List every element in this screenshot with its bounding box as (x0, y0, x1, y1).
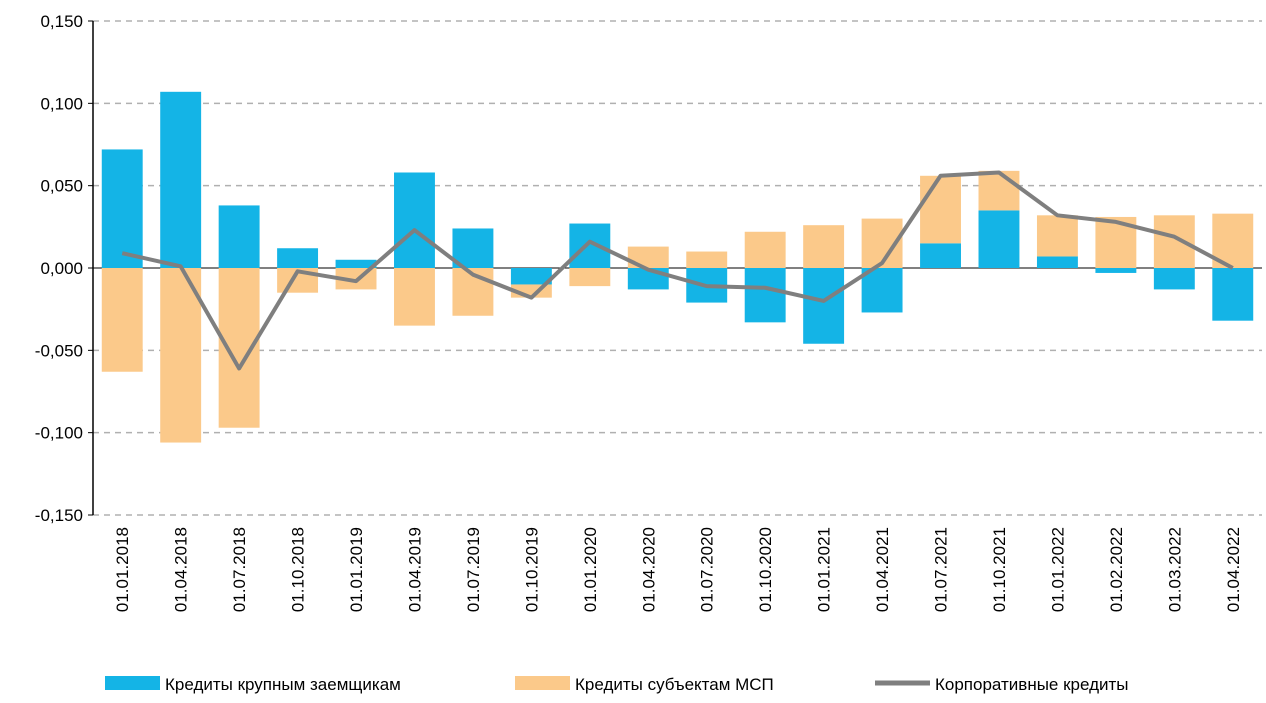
bar (101, 268, 143, 372)
legend-label: Кредиты субъектам МСП (575, 675, 774, 694)
bar (218, 205, 260, 268)
y-tick-label: -0,150 (35, 506, 83, 525)
bar (1036, 215, 1078, 257)
x-tick-label: 01.07.2018 (230, 527, 249, 612)
x-tick-label: 01.01.2020 (581, 527, 600, 612)
y-tick-label: -0,100 (35, 424, 83, 443)
bar (394, 268, 435, 326)
bar (978, 210, 1020, 268)
bar (335, 259, 377, 268)
x-tick-label: 01.04.2018 (172, 527, 191, 612)
bar (686, 251, 728, 268)
x-tick-label: 01.02.2022 (1107, 527, 1126, 612)
y-tick-label: 0,000 (40, 259, 83, 278)
bar (510, 268, 552, 285)
bar (569, 223, 611, 268)
x-tick-label: 01.04.2020 (639, 527, 658, 612)
legend-swatch (105, 676, 160, 690)
x-tick-label: 01.04.2021 (873, 527, 892, 612)
legend-label: Корпоративные кредиты (935, 675, 1129, 694)
bar (101, 149, 143, 268)
y-tick-label: 0,100 (40, 94, 83, 113)
line (121, 170, 1234, 371)
bar (1095, 268, 1137, 273)
y-tick-label: -0,050 (35, 341, 83, 360)
x-tick-label: 01.04.2022 (1224, 527, 1243, 612)
bar (160, 268, 202, 443)
bar (569, 268, 611, 287)
bar (160, 91, 202, 268)
x-tick-label: 01.07.2021 (932, 527, 951, 612)
bar (277, 248, 319, 268)
x-tick-label: 01.10.2021 (990, 527, 1009, 612)
x-tick-label: 01.10.2020 (756, 527, 775, 612)
x-tick-label: 01.01.2018 (113, 527, 132, 612)
y-tick-label: 0,050 (40, 177, 83, 196)
x-tick-label: 01.01.2022 (1048, 527, 1067, 612)
bar (978, 170, 1020, 211)
x-tick-label: 01.03.2022 (1165, 527, 1184, 612)
x-tick-label: 01.07.2020 (698, 527, 717, 612)
x-tick-label: 01.01.2019 (347, 527, 366, 612)
x-tick-label: 01.04.2019 (405, 527, 424, 612)
x-tick-label: 01.10.2018 (289, 527, 308, 612)
bar (803, 225, 845, 268)
x-tick-label: 01.10.2019 (522, 527, 541, 612)
bar (861, 268, 903, 313)
bar (1153, 215, 1195, 268)
legend-swatch (515, 676, 570, 690)
bar (744, 231, 786, 268)
bar (1036, 256, 1078, 268)
bar (744, 268, 786, 323)
y-tick-label: 0,150 (40, 12, 83, 31)
bar (452, 228, 494, 268)
bar (803, 268, 845, 344)
legend-label: Кредиты крупным заемщикам (165, 675, 401, 694)
bar (1212, 268, 1254, 321)
bar (1153, 268, 1195, 290)
bar (920, 175, 961, 244)
bar (394, 172, 435, 268)
x-tick-label: 01.01.2021 (815, 527, 834, 612)
bar (920, 243, 961, 268)
x-tick-label: 01.07.2019 (464, 527, 483, 612)
